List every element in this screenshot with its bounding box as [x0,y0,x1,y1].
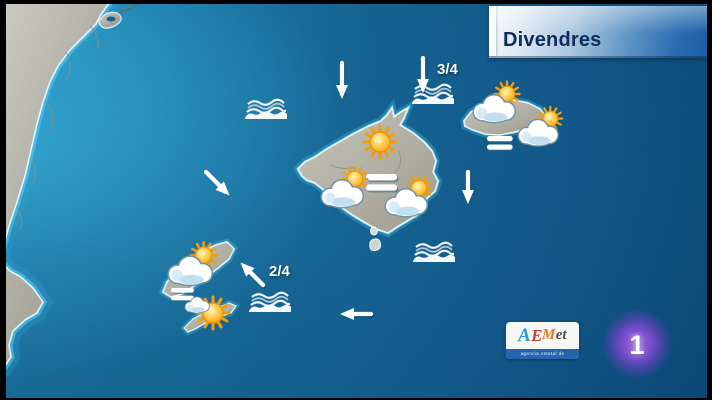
day-header: Divendres [489,6,707,58]
sea-waves-icon [243,98,289,121]
aemet-letter: A [517,324,532,347]
delta-spit [98,11,122,29]
channel-one-number: 1 [629,329,645,360]
sun-behind-cloud-icon [473,82,520,124]
wind-arrow-northwest-icon [240,262,266,288]
terrain-texture [17,25,99,231]
wind-speed-label-ne: 3/4 [437,61,458,78]
channel-one-logo: 1 [602,310,672,380]
aemet-wordmark: A E M et [506,322,579,349]
sun-behind-cloud-icon [167,242,216,286]
aemet-letter: et [555,327,567,343]
aemet-logo: A E M et agencia estatal de meteorología [506,322,579,359]
mainland-coast [0,0,146,374]
day-title: Divendres [503,29,602,51]
wind-arrow-southeast-icon [203,169,230,196]
wind-speed-label-sw: 2/4 [269,263,290,280]
sea-waves-icon [247,291,293,314]
aemet-letter: M [542,326,557,344]
aemet-letter: E [531,326,543,345]
sea-waves-icon [411,241,457,264]
header-accent-bar [489,6,496,56]
mist-icon [487,136,514,152]
aemet-subtitle: agencia estatal de meteorología [506,349,579,359]
sea-waves-icon [410,83,456,106]
island-cabrera [369,226,382,252]
